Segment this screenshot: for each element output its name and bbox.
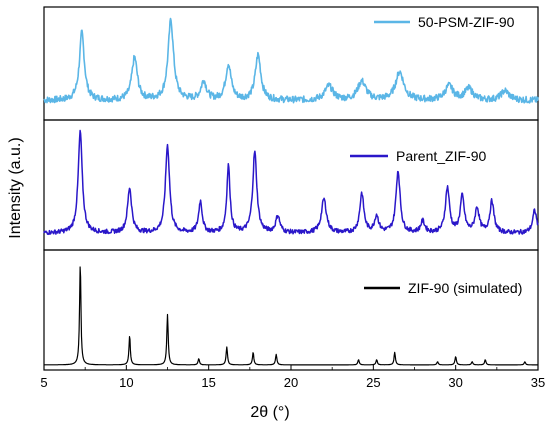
series-line-parent-zif-90 xyxy=(43,129,539,236)
y-axis-label: Intensity (a.u.) xyxy=(7,137,24,238)
x-tick-label-25: 25 xyxy=(366,375,380,390)
legend-label-parent: Parent_ZIF-90 xyxy=(396,148,486,164)
x-tick-label-15: 15 xyxy=(201,375,215,390)
series-line-zif-90-simulated- xyxy=(43,266,539,366)
legend-top: 50-PSM-ZIF-90 xyxy=(374,14,515,30)
legend-label-50-psm: 50-PSM-ZIF-90 xyxy=(418,14,515,30)
series-line-50-psm-zif-90 xyxy=(43,17,539,104)
panel-bottom-frame xyxy=(43,249,539,371)
legend-bottom: ZIF-90 (simulated) xyxy=(364,280,522,296)
x-tick-label-10: 10 xyxy=(119,375,133,390)
legend-label-simulated: ZIF-90 (simulated) xyxy=(408,280,522,296)
x-tick-label-20: 20 xyxy=(284,375,298,390)
x-tick-label-35: 35 xyxy=(531,375,545,390)
x-tick-label-5: 5 xyxy=(40,375,47,390)
x-axis-label: 2θ (°) xyxy=(250,404,289,421)
x-tick-label-30: 30 xyxy=(448,375,462,390)
legend-middle: Parent_ZIF-90 xyxy=(350,148,486,164)
